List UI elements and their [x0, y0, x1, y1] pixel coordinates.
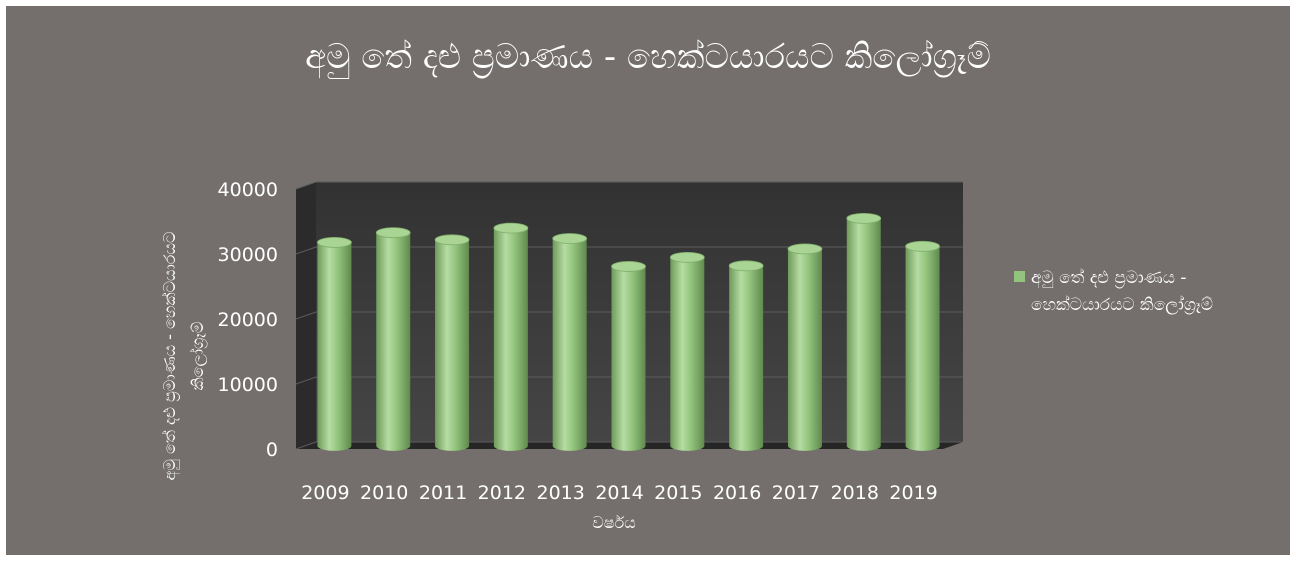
y-axis-title-line2: කිලෝග්‍රෑම් — [188, 322, 208, 391]
chart-title: අමු තේ දළු ප්‍රමාණය - හෙක්ටයාරයට කිලෝග්‍… — [305, 37, 991, 79]
bar — [435, 239, 470, 451]
x-tick-label: 2018 — [831, 482, 879, 504]
bar-top — [611, 261, 646, 272]
y-tick-label: 20000 — [218, 309, 278, 331]
bar — [787, 248, 822, 451]
bar — [846, 218, 881, 451]
legend-label-line1: අමු තේ දළු ප්‍රමාණය - — [1031, 268, 1187, 289]
x-axis-title: වර්ෂය — [592, 513, 636, 532]
y-tick-label: 30000 — [218, 244, 278, 266]
bar-top — [846, 212, 882, 224]
chart-canvas: අමු තේ දළු ප්‍රමාණය - හෙක්ටයාරයට කිලෝග්‍… — [160, 37, 1213, 532]
bar-top — [493, 222, 529, 234]
bar — [317, 242, 352, 451]
x-tick-label: 2017 — [772, 482, 820, 504]
y-tick-label: 40000 — [218, 179, 278, 201]
gridline — [295, 246, 963, 255]
x-tick-label: 2019 — [889, 482, 937, 504]
bar — [905, 246, 940, 451]
legend-label-line2: හෙක්ටයාරයට කිලෝග්‍රෑම් — [1031, 295, 1213, 315]
bar — [611, 266, 646, 451]
bar-top — [375, 227, 411, 239]
bar-top — [434, 234, 470, 246]
x-tick-label: 2010 — [360, 482, 408, 504]
x-tick-label: 2012 — [478, 482, 526, 504]
chart-panel: අමු තේ දළු ප්‍රමාණය - හෙක්ටයාරයට කිලෝග්‍… — [6, 6, 1290, 555]
y-axis-title-line1: අමු තේ දළු ප්‍රමාණය - හෙක්ටයාරයට — [160, 232, 180, 481]
gridline — [295, 181, 963, 190]
bar — [376, 232, 411, 451]
y-tick-label: 0 — [266, 439, 278, 461]
bar-top — [317, 236, 352, 248]
bar-top — [552, 233, 588, 244]
x-tick-label: 2016 — [713, 482, 761, 504]
legend-swatch — [1014, 271, 1025, 282]
x-tick-label: 2009 — [301, 482, 349, 504]
y-tick-label: 10000 — [218, 374, 278, 396]
y-axis-title: අමු තේ දළු ප්‍රමාණය - හෙක්ටයාරයට කිලෝග්‍… — [160, 232, 208, 481]
bar — [493, 228, 528, 451]
bar-top — [728, 260, 764, 272]
legend: අමු තේ දළු ප්‍රමාණය - හෙක්ටයාරයට කිලෝග්‍… — [1014, 268, 1213, 315]
x-tick-label: 2015 — [654, 482, 702, 504]
bar-top — [669, 251, 705, 263]
x-tick-label: 2013 — [537, 482, 585, 504]
x-tick-label: 2011 — [419, 482, 467, 504]
bar — [729, 265, 764, 451]
x-tick-label: 2014 — [595, 482, 643, 504]
bar-top — [787, 243, 823, 255]
bar-top — [905, 240, 940, 252]
plot-area: 0 10000 20000 30000 40000 2009 2010 2011 2012 201… — [218, 179, 963, 504]
bar — [670, 257, 705, 451]
bar — [552, 238, 587, 451]
